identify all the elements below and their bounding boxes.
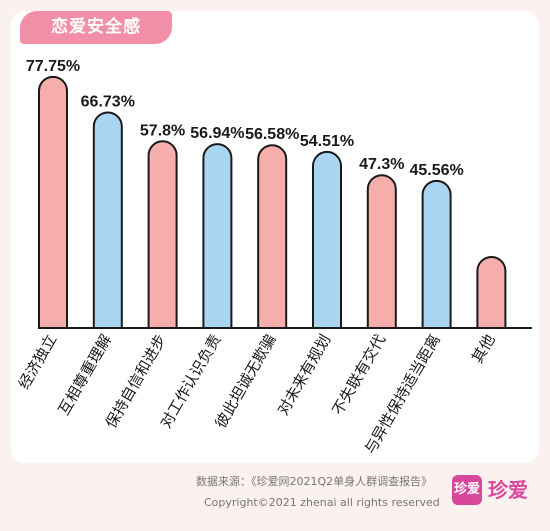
zhenai-logo-text: 珍爱 xyxy=(488,478,528,502)
bar-5 xyxy=(257,144,288,329)
value-label: 47.3% xyxy=(359,156,404,173)
category-label: 彼此坦诚无欺骗 xyxy=(211,331,279,431)
category-label: 对未来有规划 xyxy=(274,331,335,418)
footer: 数据来源：《珍爱网2021Q2单身人群调查报告》 Copyright©2021 … xyxy=(0,463,550,531)
value-label: 57.8% xyxy=(140,122,185,139)
value-label: 66.73% xyxy=(81,93,135,110)
value-label: 45.56% xyxy=(409,162,463,179)
data-source: 数据来源：《珍爱网2021Q2单身人群调查报告》 xyxy=(196,475,433,488)
chart-title: 恋爱安全感 xyxy=(20,11,172,44)
value-label: 77.75% xyxy=(26,58,80,75)
bar-1 xyxy=(38,75,68,329)
copyright: Copyright©2021 zhenai all rights reserve… xyxy=(204,496,440,509)
bar-3 xyxy=(147,140,178,329)
category-label: 其他 xyxy=(468,331,499,366)
bar-4 xyxy=(202,143,233,329)
bar-6 xyxy=(312,151,342,329)
category-label: 互相尊重理解 xyxy=(55,331,116,418)
value-label: 56.58% xyxy=(245,126,299,143)
bar-8 xyxy=(421,179,452,329)
zhenai-logo-icon: 珍爱 xyxy=(452,475,482,505)
category-label: 不失联有交代 xyxy=(329,331,390,418)
value-label: 56.94% xyxy=(190,125,244,142)
category-label: 经济独立 xyxy=(15,331,61,392)
bar-2 xyxy=(92,111,123,329)
value-label: 54.51% xyxy=(300,133,354,150)
bar-9 xyxy=(476,256,507,329)
bar-7 xyxy=(366,174,397,329)
bar-chart: 77.75%经济独立66.73%互相尊重理解57.8%保持自信和进步56.94%… xyxy=(15,58,532,457)
